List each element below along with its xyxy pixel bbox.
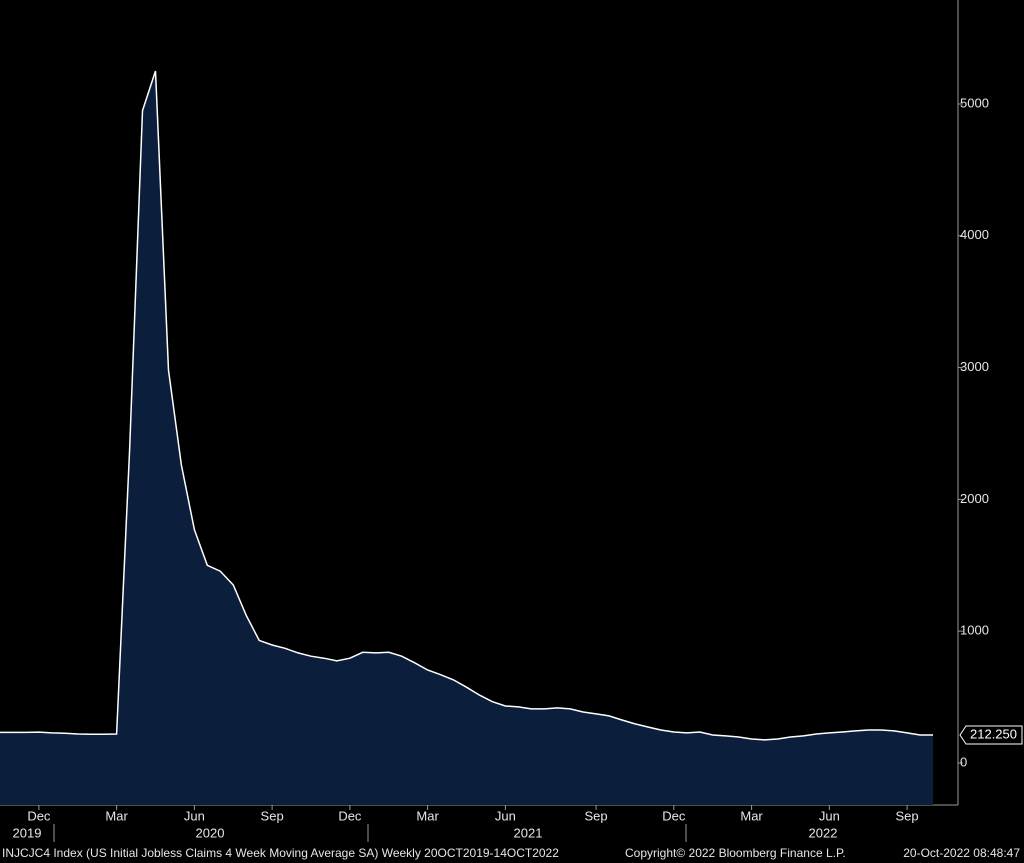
x-tick-label: Jun bbox=[819, 808, 840, 823]
x-tick-label: Mar bbox=[416, 808, 439, 823]
year-label: 2021 bbox=[514, 825, 543, 840]
year-label: 2020 bbox=[196, 825, 225, 840]
y-tick-label: 5000 bbox=[960, 95, 989, 110]
timestamp: 20-Oct-2022 08:48:47 bbox=[903, 846, 1020, 860]
year-label: 2022 bbox=[809, 825, 838, 840]
x-tick-label: Dec bbox=[27, 808, 51, 823]
last-value-box bbox=[959, 725, 1023, 745]
last-value-label: 212.250 bbox=[970, 726, 1017, 741]
x-tick-label: Jun bbox=[495, 808, 516, 823]
x-tick-label: Dec bbox=[662, 808, 686, 823]
x-tick-label: Sep bbox=[585, 808, 608, 823]
y-tick-label: 0 bbox=[960, 754, 967, 769]
x-tick-label: Sep bbox=[896, 808, 919, 823]
y-tick-label: 1000 bbox=[960, 623, 989, 638]
area bbox=[0, 71, 933, 805]
x-tick-label: Mar bbox=[740, 808, 763, 823]
y-tick-label: 3000 bbox=[960, 359, 989, 374]
x-tick-label: Jun bbox=[184, 808, 205, 823]
x-tick-label: Dec bbox=[338, 808, 362, 823]
line bbox=[0, 70, 933, 741]
footer: INJCJC4 Index (US Initial Jobless Claims… bbox=[2, 846, 559, 860]
x-tick-label: Sep bbox=[261, 808, 284, 823]
x-tick-label: Mar bbox=[105, 808, 128, 823]
year-label: 2019 bbox=[13, 825, 42, 840]
y-tick-label: 2000 bbox=[960, 491, 989, 506]
y-tick-label: 4000 bbox=[960, 227, 989, 242]
copyright: Copyright© 2022 Bloomberg Finance L.P. bbox=[625, 846, 846, 860]
